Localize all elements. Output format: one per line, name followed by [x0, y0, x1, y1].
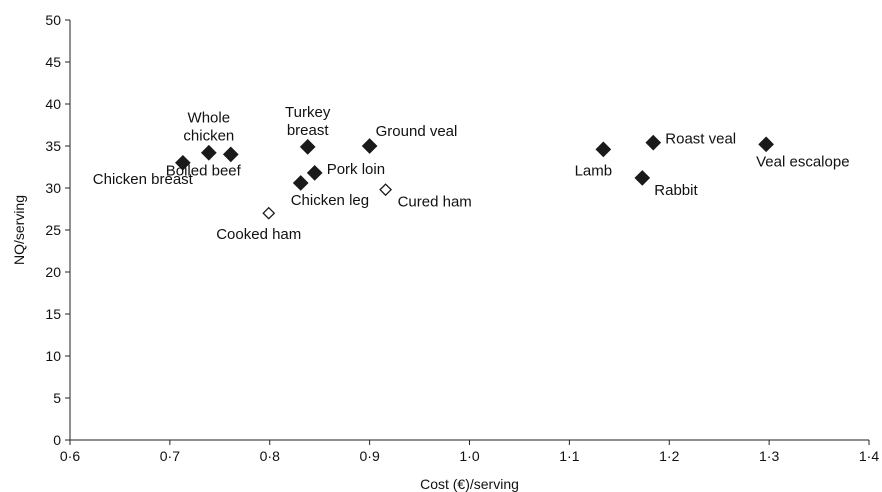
x-axis-title: Cost (€)/serving — [420, 476, 519, 492]
point-label-cured-ham: Cured ham — [398, 194, 472, 211]
data-point-labels: Chicken breast Whole chicken Boiled beef Coo… — [93, 104, 850, 243]
x-tick-label: 0·6 — [60, 448, 80, 464]
point-boiled-beef — [222, 146, 239, 163]
x-tick-label: 1·2 — [659, 448, 679, 464]
point-label-chicken-breast: Chicken breast — [93, 171, 194, 188]
point-label-roast-veal: Roast veal — [665, 131, 736, 148]
x-axis-ticks: 0·6 0·7 0·8 0·9 1·0 1·1 1·2 1·3 1·4 — [60, 440, 879, 464]
x-tick-label: 0·7 — [160, 448, 180, 464]
y-tick-label: 10 — [45, 348, 61, 364]
x-tick-label: 1·1 — [559, 448, 579, 464]
point-label-cooked-ham: Cooked ham — [216, 226, 301, 243]
x-tick-label: 1·0 — [459, 448, 479, 464]
x-tick-label: 0·8 — [260, 448, 280, 464]
y-tick-label: 15 — [45, 306, 61, 322]
point-turkey-breast — [299, 138, 316, 155]
y-tick-label: 25 — [45, 222, 61, 238]
y-tick-label: 5 — [53, 390, 61, 406]
point-label-veal-escalope: Veal escalope — [756, 153, 849, 170]
point-label-whole-chicken: Whole chicken — [183, 110, 234, 145]
point-cured-ham — [379, 183, 393, 197]
y-tick-label: 35 — [45, 138, 61, 154]
point-cooked-ham — [262, 206, 276, 220]
point-label-boiled-beef: Boiled beef — [166, 162, 242, 179]
point-rabbit — [634, 170, 651, 186]
data-points — [175, 134, 774, 220]
point-ground-veal — [361, 138, 378, 154]
x-tick-label: 1·3 — [759, 448, 779, 464]
point-label-pork-loin: Pork loin — [327, 161, 385, 178]
point-veal-escalope — [758, 136, 774, 153]
point-whole-chicken — [200, 144, 217, 161]
x-tick-label: 0·9 — [360, 448, 380, 464]
axes — [69, 20, 869, 441]
point-chicken-leg — [292, 175, 309, 191]
point-label-turkey-breast: Turkey breast — [285, 104, 331, 139]
y-tick-label: 20 — [45, 264, 61, 280]
y-axis-ticks: 0 5 10 15 20 25 30 35 40 45 50 — [45, 12, 70, 448]
point-lamb — [595, 141, 612, 158]
y-tick-label: 30 — [45, 180, 61, 196]
y-tick-label: 50 — [45, 12, 61, 28]
point-pork-loin — [306, 165, 323, 181]
point-chicken-breast — [175, 154, 191, 171]
point-label-rabbit: Rabbit — [654, 182, 698, 199]
y-tick-label: 45 — [45, 54, 61, 70]
point-label-lamb: Lamb — [575, 162, 613, 179]
y-tick-label: 40 — [45, 96, 61, 112]
point-label-ground-veal: Ground veal — [376, 123, 458, 140]
x-tick-label: 1·4 — [859, 448, 879, 464]
point-roast-veal — [645, 134, 662, 151]
point-label-chicken-leg: Chicken leg — [291, 192, 369, 209]
y-tick-label: 0 — [53, 432, 61, 448]
y-axis-title: NQ/serving — [11, 195, 27, 265]
